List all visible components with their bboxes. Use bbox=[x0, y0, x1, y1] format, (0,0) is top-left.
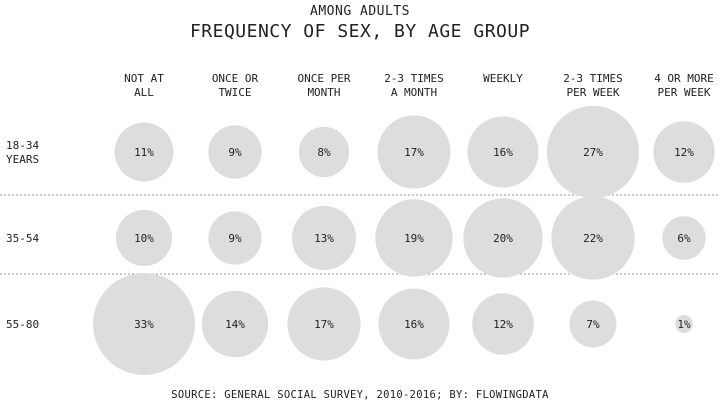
column-label-6: 2-3 TIMES PER WEEK bbox=[563, 72, 623, 99]
bubble-value-r3-c5: 12% bbox=[493, 318, 513, 331]
row-label-2: 35-54 bbox=[6, 232, 39, 245]
bubble-r3-c7 bbox=[675, 315, 693, 333]
column-label-4: 2-3 TIMES A MONTH bbox=[384, 72, 444, 99]
bubble-r3-c3 bbox=[287, 287, 361, 361]
bubble-value-r1-c7: 12% bbox=[674, 146, 694, 159]
bubble-value-r3-c3: 17% bbox=[314, 318, 334, 331]
bubble-r1-c3 bbox=[298, 126, 350, 178]
row-label-1: 18-34 YEARS bbox=[6, 139, 39, 166]
bubble-r3-c1 bbox=[93, 273, 195, 375]
bubble-r2-c2 bbox=[208, 211, 262, 265]
bubble-r3-c5 bbox=[472, 293, 534, 355]
bubble-value-r3-c4: 16% bbox=[404, 318, 424, 331]
bubble-r2-c5 bbox=[463, 198, 543, 278]
bubble-value-r2-c6: 22% bbox=[583, 232, 603, 245]
bubble-r2-c7 bbox=[662, 216, 706, 260]
bubble-value-r2-c1: 10% bbox=[134, 232, 154, 245]
bubble-r1-c5 bbox=[467, 116, 539, 188]
bubble-r3-c4 bbox=[378, 288, 450, 360]
bubble-r1-c2 bbox=[208, 125, 262, 179]
bubble-value-r2-c4: 19% bbox=[404, 232, 424, 245]
bubble-value-r1-c5: 16% bbox=[493, 146, 513, 159]
bubble-r2-c6 bbox=[551, 196, 635, 280]
bubble-value-r1-c3: 8% bbox=[317, 146, 331, 159]
bubble-r2-c3 bbox=[291, 205, 357, 271]
chart-subtitle: AMONG ADULTS bbox=[310, 4, 410, 19]
bubble-value-r2-c2: 9% bbox=[228, 232, 242, 245]
column-label-7: 4 OR MORE PER WEEK bbox=[654, 72, 714, 99]
bubble-value-r2-c7: 6% bbox=[677, 232, 691, 245]
bubble-r1-c7 bbox=[653, 121, 715, 183]
bubble-r1-c4 bbox=[377, 115, 451, 189]
column-label-1: NOT AT ALL bbox=[124, 72, 164, 99]
chart-source: SOURCE: GENERAL SOCIAL SURVEY, 2010-2016… bbox=[171, 389, 549, 401]
column-label-5: WEEKLY bbox=[483, 72, 523, 85]
chart-title: FREQUENCY OF SEX, BY AGE GROUP bbox=[189, 21, 531, 42]
bubble-value-r3-c7: 1% bbox=[677, 318, 691, 331]
bubble-value-r1-c4: 17% bbox=[404, 146, 424, 159]
bubble-value-r1-c2: 9% bbox=[228, 146, 242, 159]
bubble-value-r3-c2: 14% bbox=[225, 318, 245, 331]
bubble-value-r1-c1: 11% bbox=[134, 146, 154, 159]
bubble-value-r1-c6: 27% bbox=[583, 146, 603, 159]
bubble-r3-c2 bbox=[201, 290, 269, 358]
bubble-r1-c6 bbox=[546, 105, 640, 199]
bubble-value-r2-c5: 20% bbox=[493, 232, 513, 245]
column-label-3: ONCE PER MONTH bbox=[298, 72, 351, 99]
bubble-r2-c1 bbox=[115, 209, 173, 267]
bubble-r3-c6 bbox=[569, 300, 617, 348]
bubble-r2-c4 bbox=[375, 199, 453, 277]
row-label-3: 55-80 bbox=[6, 318, 39, 331]
bubble-value-r3-c1: 33% bbox=[134, 318, 154, 331]
bubble-value-r3-c6: 7% bbox=[586, 318, 600, 331]
bubble-value-r2-c3: 13% bbox=[314, 232, 334, 245]
column-label-2: ONCE OR TWICE bbox=[212, 72, 259, 99]
bubble-r1-c1 bbox=[114, 122, 174, 182]
